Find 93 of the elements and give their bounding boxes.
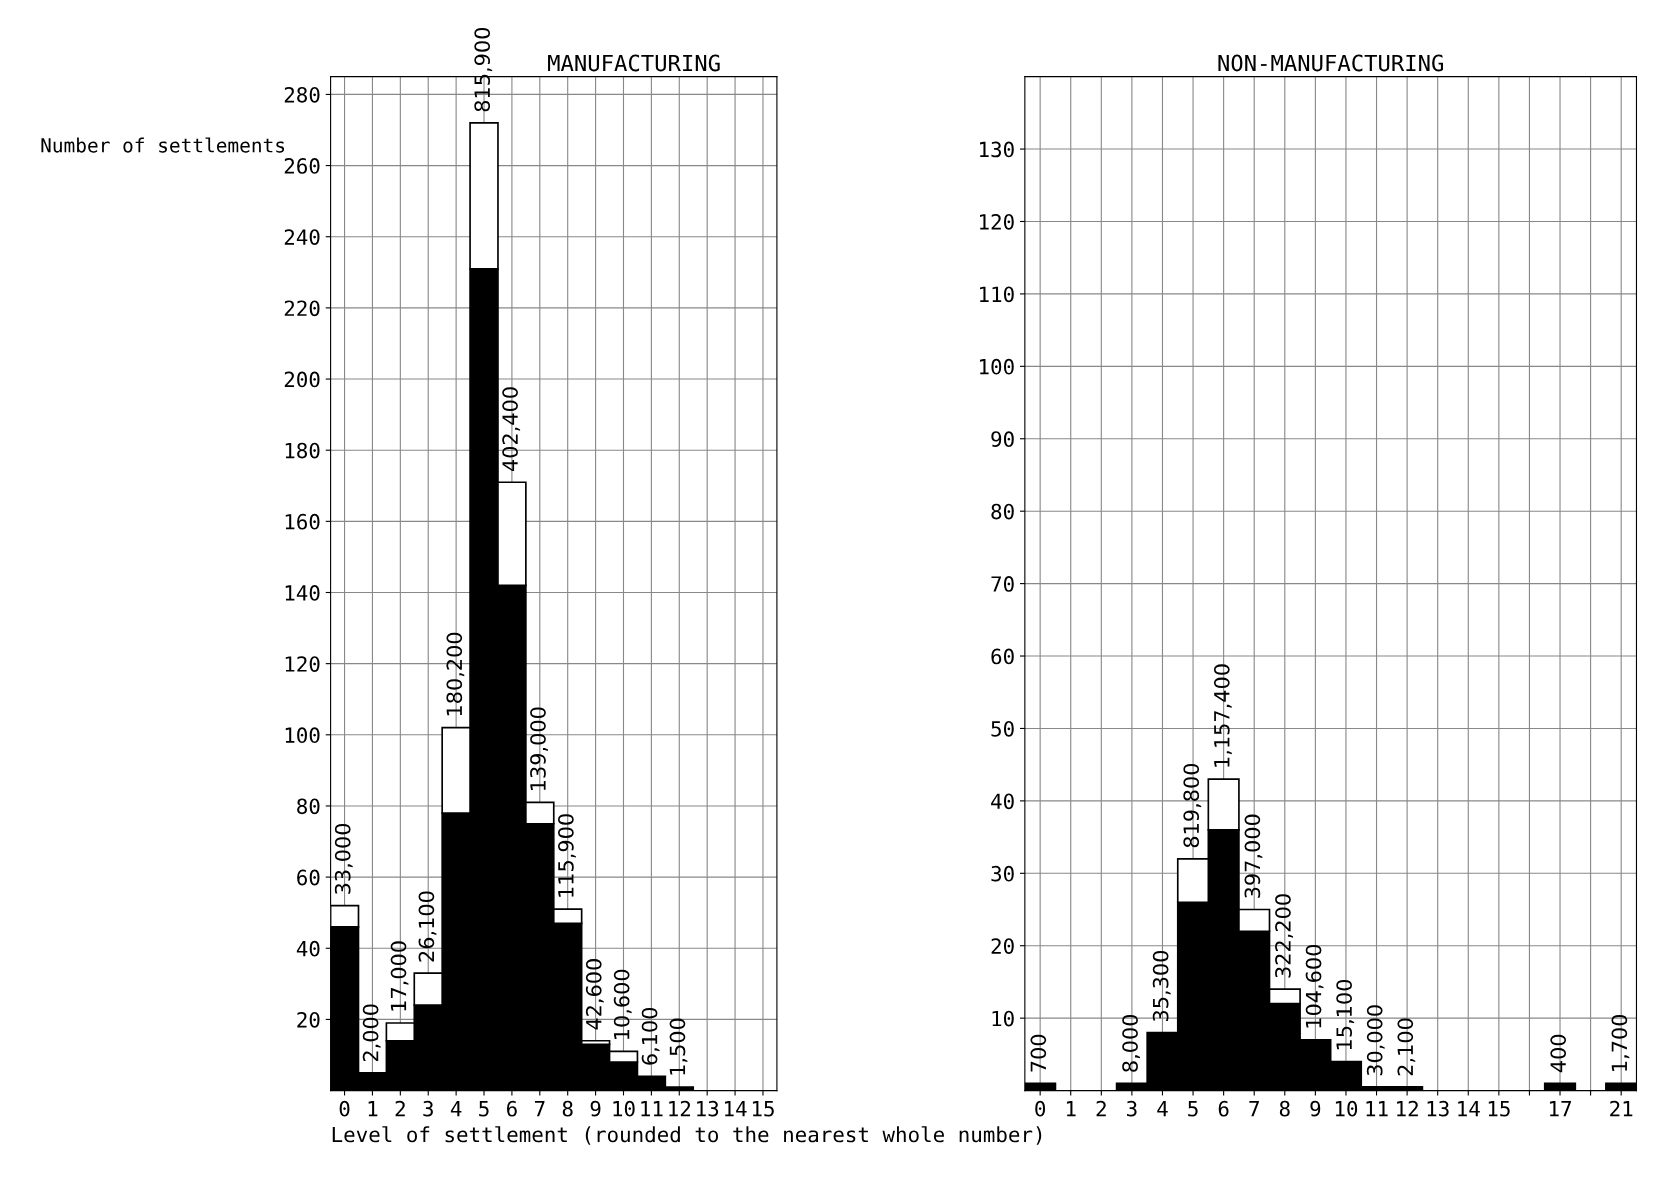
annotation: 402,400 [502,387,521,472]
annotation: 1,700 [1611,1014,1630,1071]
x-tick-label: 15 [752,1101,774,1117]
y-tick-label: 140 [285,585,320,601]
x-tick-label: 3 [1127,1100,1137,1117]
x-tick-label: 2 [1096,1100,1106,1117]
y-tick-label: 20 [991,938,1014,954]
y-tick-label: 240 [284,229,320,245]
x-tick-label: 13 [1427,1100,1449,1117]
annotation: 819,800 [1183,763,1202,848]
annotation: 2,000 [362,1004,381,1062]
y-tick-label: 260 [284,158,320,174]
annotation: 35,300 [1152,950,1171,1021]
y-tick-label: 40 [991,793,1014,810]
bar [1543,1082,1577,1091]
y-tick-label: 10 [992,1010,1014,1027]
x-tick-label: 14 [725,1101,747,1117]
x-tick-label: 17 [1549,1101,1571,1117]
y-tick-label: 120 [285,656,320,672]
x-tick-label: 6 [507,1100,517,1117]
annotation: 15,100 [1336,979,1355,1050]
annotation: 180,200 [446,632,465,716]
y-tick-label: 120 [980,213,1014,230]
annotation: 397,000 [1244,814,1263,898]
y-tick-label: 200 [284,371,320,388]
x-tick-label: 8 [562,1100,573,1117]
y-tick-label: 70 [991,576,1014,592]
y-tick-label: 90 [991,431,1014,448]
x-tick-label: 4 [1157,1101,1168,1117]
annotation: 26,100 [418,891,437,962]
annotation: 115,900 [557,814,576,897]
y-tick-label: 180 [285,442,320,459]
x-tick-label: 10 [1335,1100,1358,1117]
annotation: 700 [1030,1034,1047,1072]
x-tick-label: 13 [697,1100,719,1117]
annotation: 1,157,400 [1213,664,1232,767]
x-tick-label: 7 [1249,1101,1259,1117]
annotation: 2,100 [1397,1018,1416,1076]
x-tick-label: 3 [423,1100,433,1117]
y-tick-label: 280 [284,86,320,103]
x-tick-label: 9 [590,1100,601,1117]
x-tick-label: 5 [479,1101,489,1117]
y-tick-label: 110 [980,286,1014,303]
y-tick-label: 220 [284,300,320,317]
annotation: 6,100 [641,1007,660,1065]
x-tick-label: 21 [1610,1100,1633,1117]
annotation: 42,600 [585,959,604,1030]
x-tick-label: 2 [395,1100,405,1117]
x-tick-label: 0 [1035,1100,1046,1117]
x-axis-title: Level of settlement (rounded to the nearest whole number) [332,1126,1042,1145]
y-tick-label: 60 [991,648,1014,665]
x-tick-label: 7 [534,1101,545,1117]
annotation: 17,000 [390,941,409,1011]
x-tick-label: 11 [641,1101,663,1117]
x-tick-label: 0 [339,1100,350,1117]
x-tick-label: 14 [1458,1101,1480,1117]
y-tick-label: 130 [980,141,1014,158]
annotation: 400 [1550,1034,1567,1073]
y-tick-label: 60 [297,869,320,886]
x-tick-label: 6 [1218,1100,1229,1117]
bar [1605,1082,1637,1091]
annotation: 10,600 [613,969,632,1040]
y-tick-label: 80 [297,798,320,815]
x-tick-label: 12 [669,1100,691,1117]
y-tick-label: 30 [991,865,1014,882]
x-tick-label: 1 [368,1101,378,1117]
y-tick-label: 160 [285,513,320,530]
x-tick-label: 11 [1366,1101,1388,1117]
x-tick-label: 5 [1188,1101,1198,1117]
x-tick-label: 8 [1279,1100,1290,1117]
annotation: 33,000 [334,823,353,894]
x-tick-label: 1 [1066,1101,1076,1117]
annotation: 30,000 [1366,1005,1385,1076]
annotation: 815,900 [474,27,493,112]
annotation: 1,500 [669,1018,688,1075]
y-tick-label: 20 [297,1011,320,1028]
y-tick-label: 80 [991,503,1014,520]
annotation: 139,000 [530,707,548,790]
annotation: 104,600 [1305,944,1324,1028]
x-tick-label: 12 [1397,1100,1418,1117]
x-tick-label: 15 [1488,1101,1510,1117]
y-tick-label: 100 [285,727,320,744]
x-tick-label: 9 [1310,1100,1321,1117]
y-tick-label: 40 [296,940,320,957]
chart-title: MANUFACTURING [548,54,720,72]
x-tick-label: 10 [613,1100,635,1117]
y-tick-label: 50 [991,720,1014,737]
annotation: 8,000 [1122,1014,1141,1072]
y-tick-label: 100 [980,358,1014,375]
chart-title: NON-MANUFACTURING [1218,54,1443,72]
annotation: 322,200 [1275,894,1293,978]
y-axis-title: Number of settlements [41,137,285,153]
x-tick-label: 4 [450,1101,462,1117]
